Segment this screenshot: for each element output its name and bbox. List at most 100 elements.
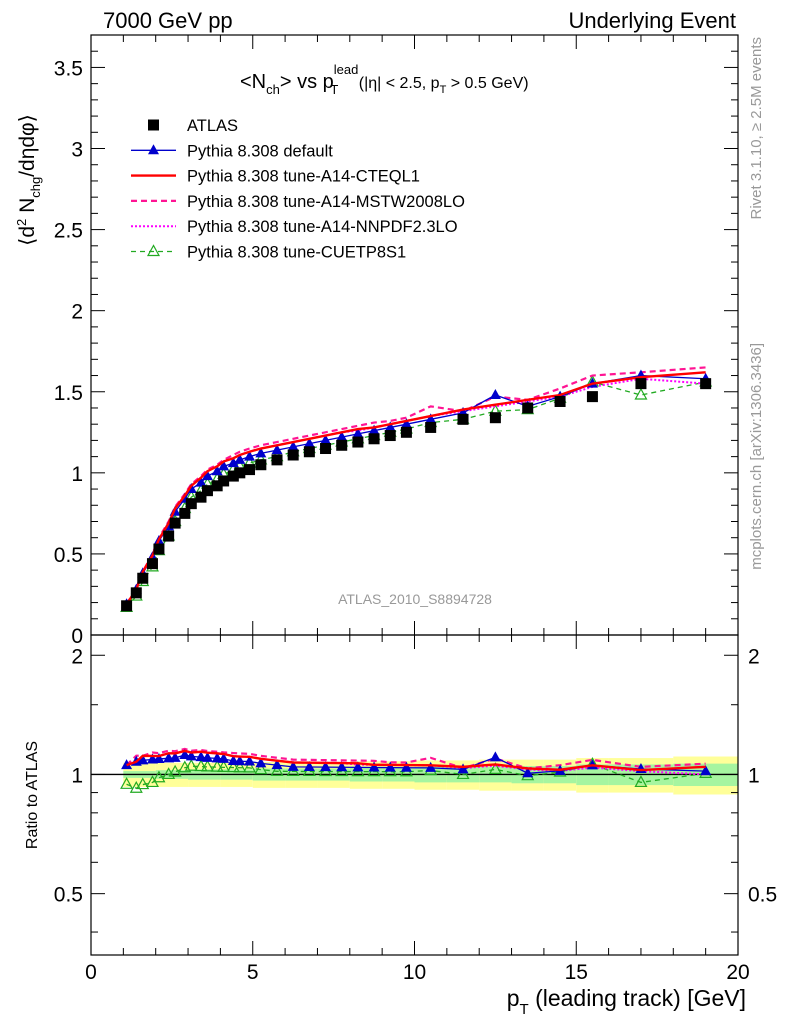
ratio-marker-default xyxy=(271,759,283,770)
ratio-marker-default xyxy=(218,752,230,763)
ratio-y-axis: 0.5 0.5 1 1 2 2 xyxy=(54,645,777,933)
marker-default xyxy=(244,450,256,461)
analysis-label: ATLAS_2010_S8894728 xyxy=(338,591,492,607)
marker-data xyxy=(303,446,315,458)
ratio-marker-default xyxy=(244,755,256,766)
mcplots-label: mcplots.cern.ch [arXiv:1306.3436] xyxy=(748,343,765,570)
ratio-marker-default xyxy=(352,761,364,772)
ratio-y-axis-label: Ratio to ATLAS xyxy=(24,741,41,849)
ratio-marker-cuetp8s1 xyxy=(152,770,166,783)
ratio-marker-default xyxy=(255,757,267,768)
marker-default xyxy=(384,421,396,432)
ratio-marker-default xyxy=(179,748,191,759)
legend-label-default: Pythia 8.308 default xyxy=(187,142,333,160)
marker-data xyxy=(635,378,647,390)
ratio-marker-cuetp8s1 xyxy=(210,759,224,772)
ratio-marker-default xyxy=(195,751,207,762)
marker-default xyxy=(320,434,332,445)
marker-data xyxy=(368,433,380,445)
ratio-marker-cuetp8s1 xyxy=(136,777,150,790)
ratio-marker-default xyxy=(457,763,469,774)
header-right: Underlying Event xyxy=(568,8,736,33)
marker-default xyxy=(303,437,315,448)
ratio-marker-cuetp8s1 xyxy=(194,759,208,772)
ratio-line-cteql1 xyxy=(126,749,706,772)
header-left: 7000 GeV pp xyxy=(103,8,233,33)
x-tick-label: 5 xyxy=(247,961,259,984)
marker-data xyxy=(244,464,256,476)
marker-data xyxy=(586,391,598,403)
series-line-cteql1 xyxy=(125,371,706,605)
ratio-y-tick-label: 0.5 xyxy=(54,884,83,907)
x-tick-label: 15 xyxy=(565,961,588,984)
marker-data xyxy=(255,459,267,471)
marker-default xyxy=(287,440,299,451)
x-tick-label: 20 xyxy=(726,961,749,984)
marker-default xyxy=(368,424,380,435)
main-y-tick-label: 2 xyxy=(71,301,83,324)
marker-data xyxy=(153,543,165,555)
marker-data xyxy=(137,572,149,584)
ratio-y-tick-label: 1 xyxy=(71,764,83,787)
marker-data xyxy=(121,600,133,612)
ratio-y-tick-label: 2 xyxy=(71,645,83,668)
ratio-marker-default xyxy=(320,761,332,772)
marker-data xyxy=(163,530,175,542)
marker-data xyxy=(234,467,246,479)
marker-default xyxy=(271,444,283,455)
ratio-marker-cuetp8s1 xyxy=(184,758,198,771)
marker-data xyxy=(130,587,142,599)
legend-marker-default xyxy=(148,144,159,155)
ratio-marker-default xyxy=(700,765,712,776)
main-y-tick-label: 3 xyxy=(71,139,83,162)
ratio-x-axis: 0 5 10 15 20 xyxy=(85,635,750,984)
ratio-marker-cuetp8s1 xyxy=(233,760,247,773)
ratio-marker-default xyxy=(169,751,181,762)
ratio-marker-cuetp8s1 xyxy=(120,777,134,789)
main-series xyxy=(120,366,713,613)
marker-data xyxy=(400,426,412,438)
x-tick-label: 10 xyxy=(403,961,426,984)
ratio-marker-default xyxy=(201,751,213,762)
marker-default xyxy=(227,457,239,468)
ratio-marker-default xyxy=(185,750,197,761)
series-line-nnpdf xyxy=(125,377,706,605)
marker-data xyxy=(336,439,348,451)
marker-default xyxy=(211,465,223,476)
marker-data xyxy=(554,395,566,407)
ratio-marker-default xyxy=(425,761,437,772)
marker-cuetp8s1 xyxy=(634,387,648,400)
marker-default xyxy=(234,453,246,464)
main-y-tick-label: 1.5 xyxy=(54,382,83,405)
legend-label-nnpdf: Pythia 8.308 tune-A14-NNPDF2.3LO xyxy=(187,218,458,236)
legend-label-cuetp8s1: Pythia 8.308 tune-CUETP8S1 xyxy=(187,244,406,262)
marker-data xyxy=(700,378,712,390)
ratio-marker-default xyxy=(336,761,348,772)
marker-data xyxy=(384,430,396,442)
ratio-marker-cuetp8s1 xyxy=(226,760,240,773)
ratio-marker-cuetp8s1 xyxy=(488,762,502,775)
ratio-marker-cuetp8s1 xyxy=(168,764,182,777)
legend: ATLAS Pythia 8.308 default Pythia 8.308 tu… xyxy=(131,117,465,262)
ratio-marker-default xyxy=(400,761,412,772)
ratio-marker-cuetp8s1 xyxy=(243,760,257,773)
ratio-marker-cuetp8s1 xyxy=(200,759,214,772)
ratio-marker-cuetp8s1 xyxy=(217,760,231,772)
marker-data xyxy=(522,402,534,414)
marker-data xyxy=(425,421,437,433)
marker-data xyxy=(185,498,197,510)
ratio-marker-cuetp8s1 xyxy=(129,780,143,793)
ratio-y-tick-label-right: 0.5 xyxy=(748,884,777,907)
ratio-marker-default xyxy=(303,761,315,772)
ratio-marker-default xyxy=(384,761,396,772)
marker-default xyxy=(218,460,230,471)
ratio-marker-cuetp8s1 xyxy=(254,762,268,775)
main-y-tick-label: 0 xyxy=(71,625,83,648)
marker-data xyxy=(201,485,213,497)
rivet-version-label: Rivet 3.1.10, ≥ 2.5M events xyxy=(748,37,765,220)
marker-data xyxy=(489,412,501,424)
ratio-marker-cuetp8s1 xyxy=(634,775,648,788)
marker-data xyxy=(179,507,191,519)
ratio-marker-cuetp8s1 xyxy=(270,764,284,776)
